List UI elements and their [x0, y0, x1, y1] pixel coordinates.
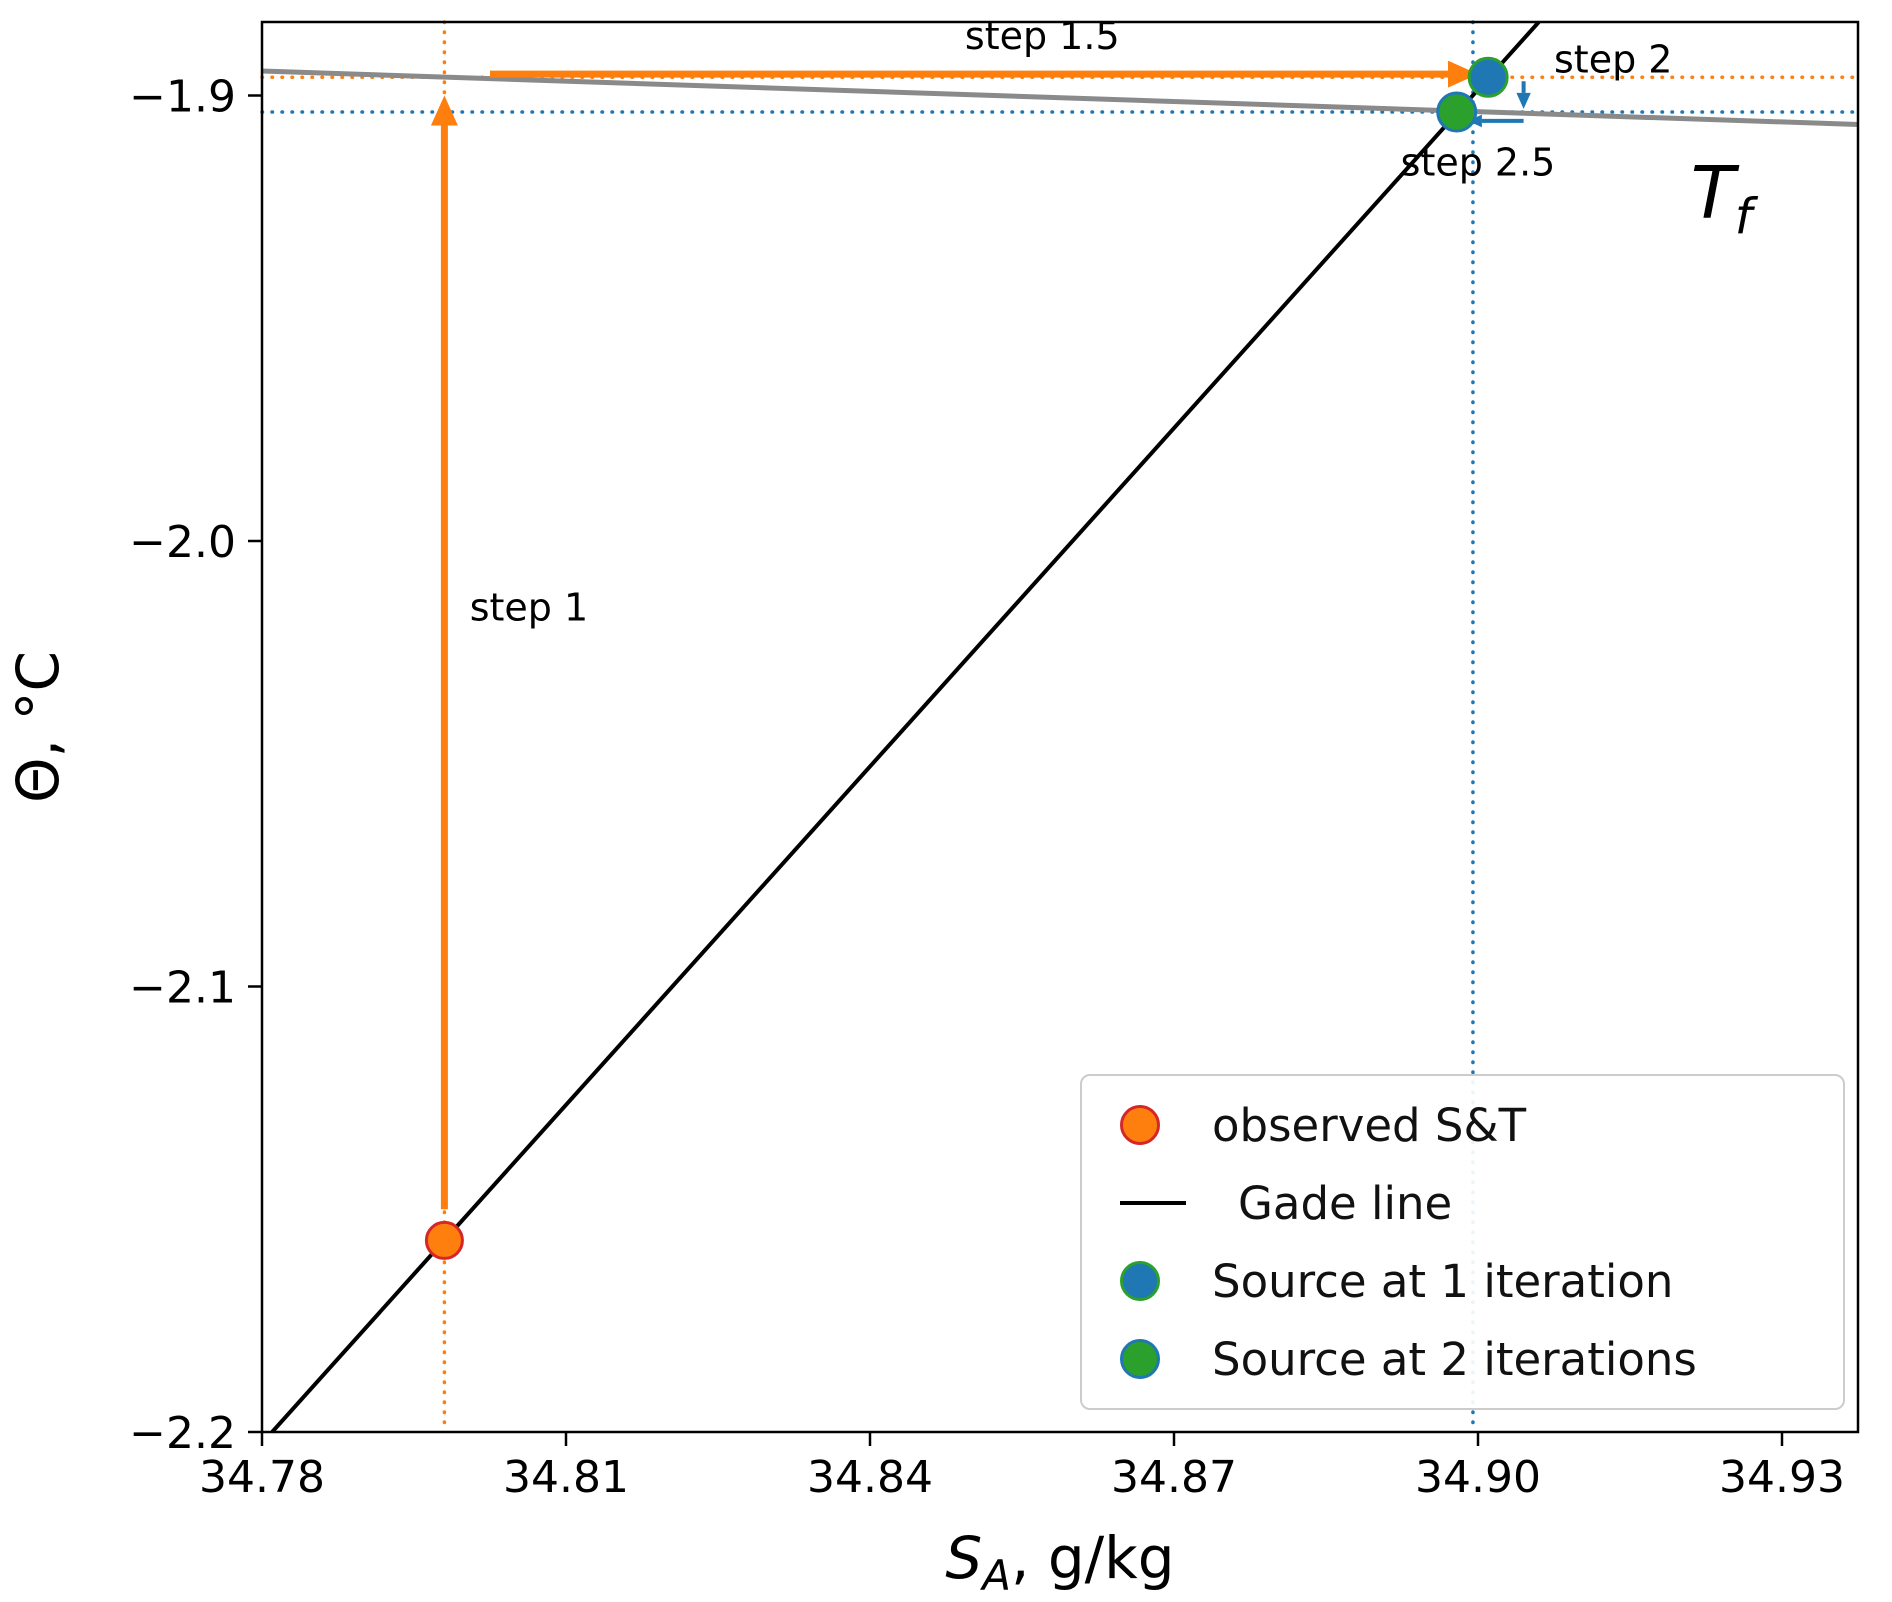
- annotation-step-2-5-label: step 2.5: [1401, 141, 1556, 185]
- y-tick-label: −2.2: [129, 1408, 236, 1459]
- legend-item-1: Gade line: [1120, 1177, 1833, 1230]
- legend-dot-icon: [1120, 1105, 1160, 1145]
- observed-point: [424, 1220, 464, 1260]
- annotation-step-2-label: step 2: [1554, 37, 1672, 81]
- y-tick-label: −1.9: [129, 72, 236, 123]
- legend-label: Gade line: [1238, 1176, 1453, 1230]
- y-tick-label: −2.0: [129, 517, 236, 568]
- axes-frame: [260, 20, 1860, 1434]
- y-tick-label: −2.1: [129, 963, 236, 1014]
- x-tick-label: 34.93: [1719, 1452, 1845, 1503]
- source-2-iterations-point: [1436, 91, 1478, 133]
- step-1-5-arrow-head: [1448, 60, 1478, 88]
- legend-item-0: observed S&T: [1120, 1099, 1833, 1152]
- x-tick-label: 34.78: [199, 1452, 325, 1503]
- x-tick-label: 34.81: [503, 1452, 629, 1503]
- legend: observed S&T Gade line Source at 1 iterati…: [1080, 1074, 1845, 1410]
- legend-label: Source at 2 iterations: [1212, 1332, 1697, 1386]
- legend-dot-icon: [1120, 1339, 1160, 1379]
- x-tick-label: 34.84: [807, 1452, 933, 1503]
- step-2-arrow-head: [1516, 92, 1531, 109]
- legend-label: Source at 1 iteration: [1212, 1254, 1674, 1308]
- annotation-step-1-label: step 1: [470, 585, 588, 629]
- x-tick-label: 34.90: [1415, 1452, 1541, 1503]
- x-axis-label: SA, g/kg: [945, 1524, 1174, 1600]
- gade-line: [270, 20, 1541, 1434]
- x-tick-label: 34.87: [1111, 1452, 1237, 1503]
- legend-item-2: Source at 1 iteration: [1120, 1255, 1833, 1308]
- legend-dot-icon: [1120, 1261, 1160, 1301]
- y-axis-label: Θ, °C: [4, 651, 72, 803]
- annotation-tf-label: Tf: [1691, 151, 1759, 246]
- step-1-arrow-head: [430, 95, 458, 126]
- tf-line: [261, 68, 1859, 127]
- legend-label: observed S&T: [1212, 1098, 1527, 1152]
- legend-line-sample-icon: [1120, 1201, 1186, 1205]
- source-1-iteration-point: [1467, 56, 1509, 98]
- legend-item-3: Source at 2 iterations: [1120, 1333, 1833, 1386]
